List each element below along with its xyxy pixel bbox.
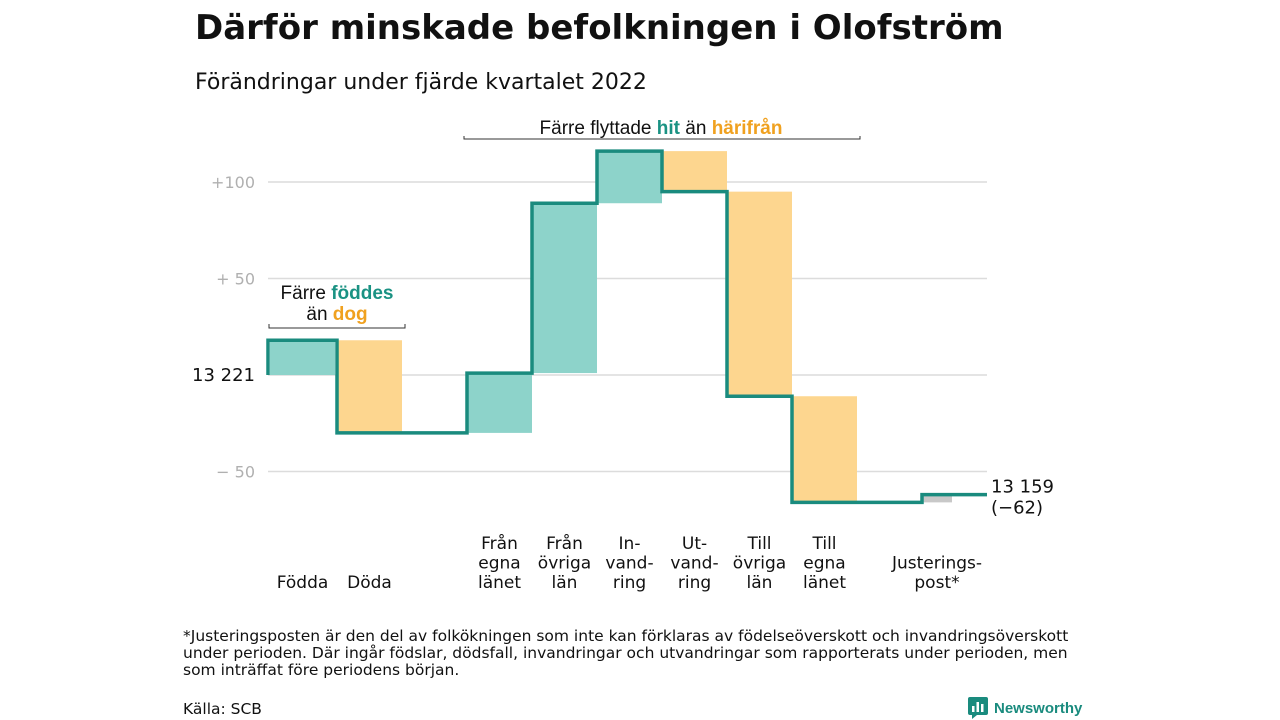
bar-3 <box>467 373 532 433</box>
bar-7 <box>727 191 792 397</box>
annotation-births-hit: föddes <box>331 283 393 304</box>
bar-8 <box>792 396 857 503</box>
category-label: Från egna länet <box>478 533 521 593</box>
end-labels: 13 159(−62) <box>991 477 1054 519</box>
category-label: Till övriga län <box>733 534 786 593</box>
annotation-migration-away: härifrån <box>712 118 783 139</box>
annotation-migration-bracket <box>463 136 861 140</box>
category-label: Döda <box>347 573 392 593</box>
footnote: *Justeringsposten är den del av folkökni… <box>183 627 1069 679</box>
annotation-births-bracket <box>268 324 406 329</box>
y-tick-label: + 50 <box>216 270 255 289</box>
annotation-births-away: dog <box>333 304 368 325</box>
brand-logo: Newsworthy <box>968 697 1082 719</box>
category-label: In-vand-ring <box>605 534 653 593</box>
category-label: Till egna länet <box>803 534 846 593</box>
category-label: Ut-vand-ring <box>670 534 718 593</box>
y-axis-ticks: +100 + 50 13 221 − 50 <box>192 173 255 482</box>
bar-4 <box>532 203 597 374</box>
cumulative-step-line <box>266 149 987 505</box>
source-note: Källa: SCB <box>183 700 262 718</box>
svg-text:Färre föddes: Färre föddes <box>281 283 394 304</box>
chart-subtitle: Förändringar under fjärde kvartalet 2022 <box>195 70 647 95</box>
category-label: Födda <box>277 573 329 593</box>
annotation-migration-hit: hit <box>657 118 681 139</box>
bar-5 <box>597 151 662 204</box>
chart-title: Därför minskade befolkningen i Olofström <box>195 8 1004 48</box>
bar-9 <box>922 494 952 503</box>
category-label: Från övriga län <box>538 533 591 593</box>
bar-2 <box>337 340 402 433</box>
end-value-label: 13 159 <box>991 477 1054 498</box>
waterfall-chart: +100 + 50 13 221 − 50 Födda Döda Från egna läne… <box>192 118 1054 593</box>
y-tick-label: − 50 <box>216 463 255 482</box>
annotation-births-prefix: Färre <box>281 283 332 304</box>
brand-name: Newsworthy <box>994 699 1083 717</box>
category-label: Justerings-post* <box>891 554 982 594</box>
svg-text:än dog: än dog <box>306 304 367 325</box>
category-labels: Födda Döda Från egna länet Från övriga län In-va… <box>277 533 982 593</box>
annotation-migration: Färre flyttade hit än härifrån <box>463 118 861 140</box>
end-change-label: (−62) <box>991 498 1043 519</box>
bar-6 <box>662 151 727 192</box>
bars <box>270 151 952 503</box>
y-tick-label: 13 221 <box>192 365 255 386</box>
y-tick-label: +100 <box>211 173 255 192</box>
annotation-births-middle: än <box>306 304 332 325</box>
annotation-migration-middle: än <box>680 118 712 139</box>
bar-1 <box>270 340 335 375</box>
annotation-migration-prefix: Färre flyttade <box>540 118 657 139</box>
svg-text:Färre flyttade hit än härifrån: Färre flyttade hit än härifrån <box>540 118 783 139</box>
newsworthy-logo-icon <box>968 697 988 719</box>
annotation-births-deaths: Färre föddes än dog <box>268 283 406 329</box>
